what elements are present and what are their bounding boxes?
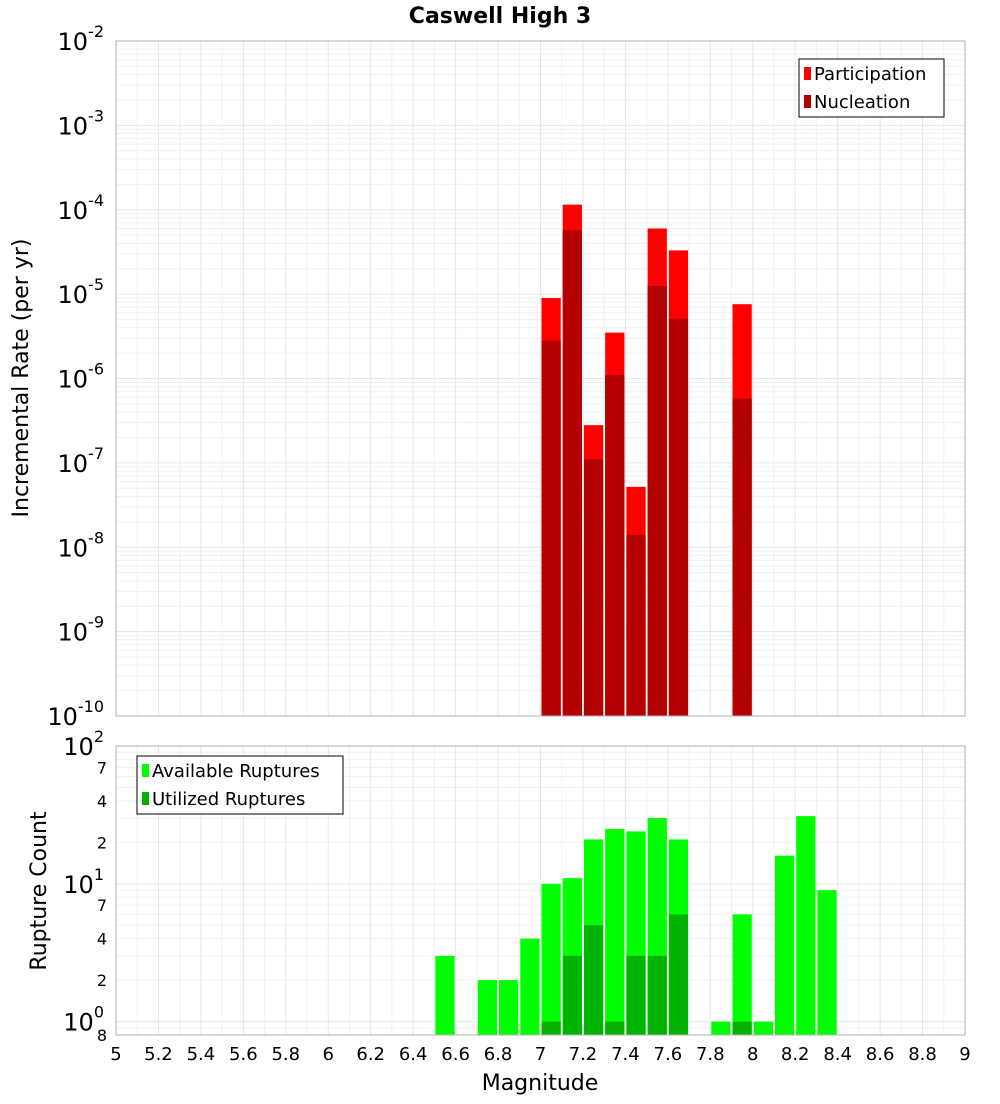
x-tick-label: 7.8 (696, 1044, 725, 1065)
x-tick-label: 5.4 (187, 1044, 216, 1065)
bar-utilized-ruptures (732, 1021, 752, 1035)
y-tick-label: 10-4 (58, 191, 105, 225)
bar-available-ruptures (520, 938, 540, 1035)
legend: Available Ruptures Utilized Ruptures (136, 755, 344, 815)
x-tick-label: 8.2 (781, 1044, 810, 1065)
x-tick-label: 5.8 (271, 1044, 300, 1065)
legend-box (136, 755, 344, 815)
bar-nucleation (668, 318, 689, 716)
y-tick-label: 101 (63, 865, 104, 899)
bar-utilized-ruptures (583, 925, 604, 1035)
y-tick-label: 10-5 (58, 275, 105, 309)
bar-available-ruptures (774, 855, 795, 1035)
x-tick-label: 7 (535, 1044, 546, 1065)
bar-utilized-ruptures (647, 955, 667, 1035)
y-tick-label: 10-10 (47, 697, 104, 731)
bar-available-ruptures (435, 955, 455, 1035)
bar-utilized-ruptures (626, 955, 646, 1035)
legend-box (798, 58, 945, 118)
x-tick-label: 6 (323, 1044, 334, 1065)
x-tick-label: 6.6 (441, 1044, 470, 1065)
legend-swatch (804, 67, 811, 80)
x-tick-label: 7.4 (611, 1044, 640, 1065)
y-minor-tick-label: 7 (97, 758, 107, 777)
y-tick-label: 102 (63, 727, 104, 761)
plot-frame (115, 40, 966, 717)
x-tick-label: 8 (747, 1044, 758, 1065)
bar-nucleation (583, 459, 604, 716)
bar-nucleation (605, 375, 625, 716)
bar-available-ruptures (796, 816, 816, 1035)
x-tick-label: 7.6 (654, 1044, 683, 1065)
legend-swatch (142, 764, 149, 777)
y-tick-label: 10-8 (58, 528, 105, 562)
bar-available-ruptures (753, 1021, 773, 1035)
y-minor-tick-label: 7 (97, 896, 107, 915)
legend-label: Available Ruptures (152, 761, 320, 782)
x-tick-label: 6.4 (399, 1044, 428, 1065)
y-tick-label: 10-9 (58, 613, 105, 647)
x-tick-label: 5.2 (144, 1044, 173, 1065)
y-tick-label: 100 (63, 1003, 104, 1037)
plot-frame (115, 745, 966, 1036)
x-tick-label: 5 (110, 1044, 121, 1065)
bar-available-ruptures (541, 883, 561, 1035)
y-minor-tick-label: 8 (97, 1026, 107, 1045)
bar-nucleation (647, 285, 667, 716)
x-tick-label: 6.2 (356, 1044, 385, 1065)
x-tick-label: 8.8 (908, 1044, 937, 1065)
y-tick-label: 10-2 (58, 22, 105, 56)
bar-available-ruptures (477, 980, 498, 1035)
y-minor-tick-label: 2 (97, 971, 107, 990)
bar-available-ruptures (732, 914, 752, 1035)
bar-available-ruptures (499, 980, 519, 1035)
y-minor-tick-label: 4 (97, 792, 107, 811)
x-tick-label: 8.6 (866, 1044, 895, 1065)
bar-utilized-ruptures (668, 914, 689, 1035)
bar-available-ruptures (817, 890, 837, 1035)
y-minor-tick-label: 4 (97, 930, 107, 949)
x-tick-label: 8.4 (823, 1044, 852, 1065)
x-tick-label: 9 (959, 1044, 970, 1065)
bar-utilized-ruptures (562, 955, 582, 1035)
legend-label: Participation (814, 64, 926, 85)
y-minor-tick-label: 2 (97, 833, 107, 852)
x-tick-label: 6.8 (484, 1044, 513, 1065)
bar-utilized-ruptures (541, 1021, 561, 1035)
legend-label: Nucleation (814, 92, 910, 113)
chart-title: Caswell High 3 (409, 4, 591, 29)
top-panel: 10-2 10-3 10-4 10-5 10-6 10-7 10-8 10-9 10-10 Par… (47, 22, 966, 731)
x-axis-label: Magnitude (482, 1071, 599, 1096)
y-tick-label: 10-3 (58, 106, 105, 140)
bottom-y-axis-label: Rupture Count (27, 811, 52, 971)
bar-nucleation (562, 230, 582, 716)
bar-available-ruptures (711, 1021, 731, 1035)
legend: Participation Nucleation (798, 58, 945, 118)
legend-swatch (804, 95, 811, 108)
legend-swatch (142, 792, 149, 805)
bar-utilized-ruptures (605, 1021, 625, 1035)
legend-label: Utilized Ruptures (152, 789, 305, 810)
bar-available-ruptures (605, 828, 625, 1035)
bar-nucleation (732, 398, 752, 716)
x-tick-label: 7.2 (569, 1044, 598, 1065)
bar-nucleation (626, 534, 646, 716)
y-tick-label: 10-6 (58, 360, 105, 394)
y-tick-label: 10-7 (58, 444, 105, 478)
x-tick-label: 5.6 (229, 1044, 258, 1065)
top-y-axis-label: Incremental Rate (per yr) (9, 239, 34, 518)
bar-nucleation (541, 340, 561, 716)
